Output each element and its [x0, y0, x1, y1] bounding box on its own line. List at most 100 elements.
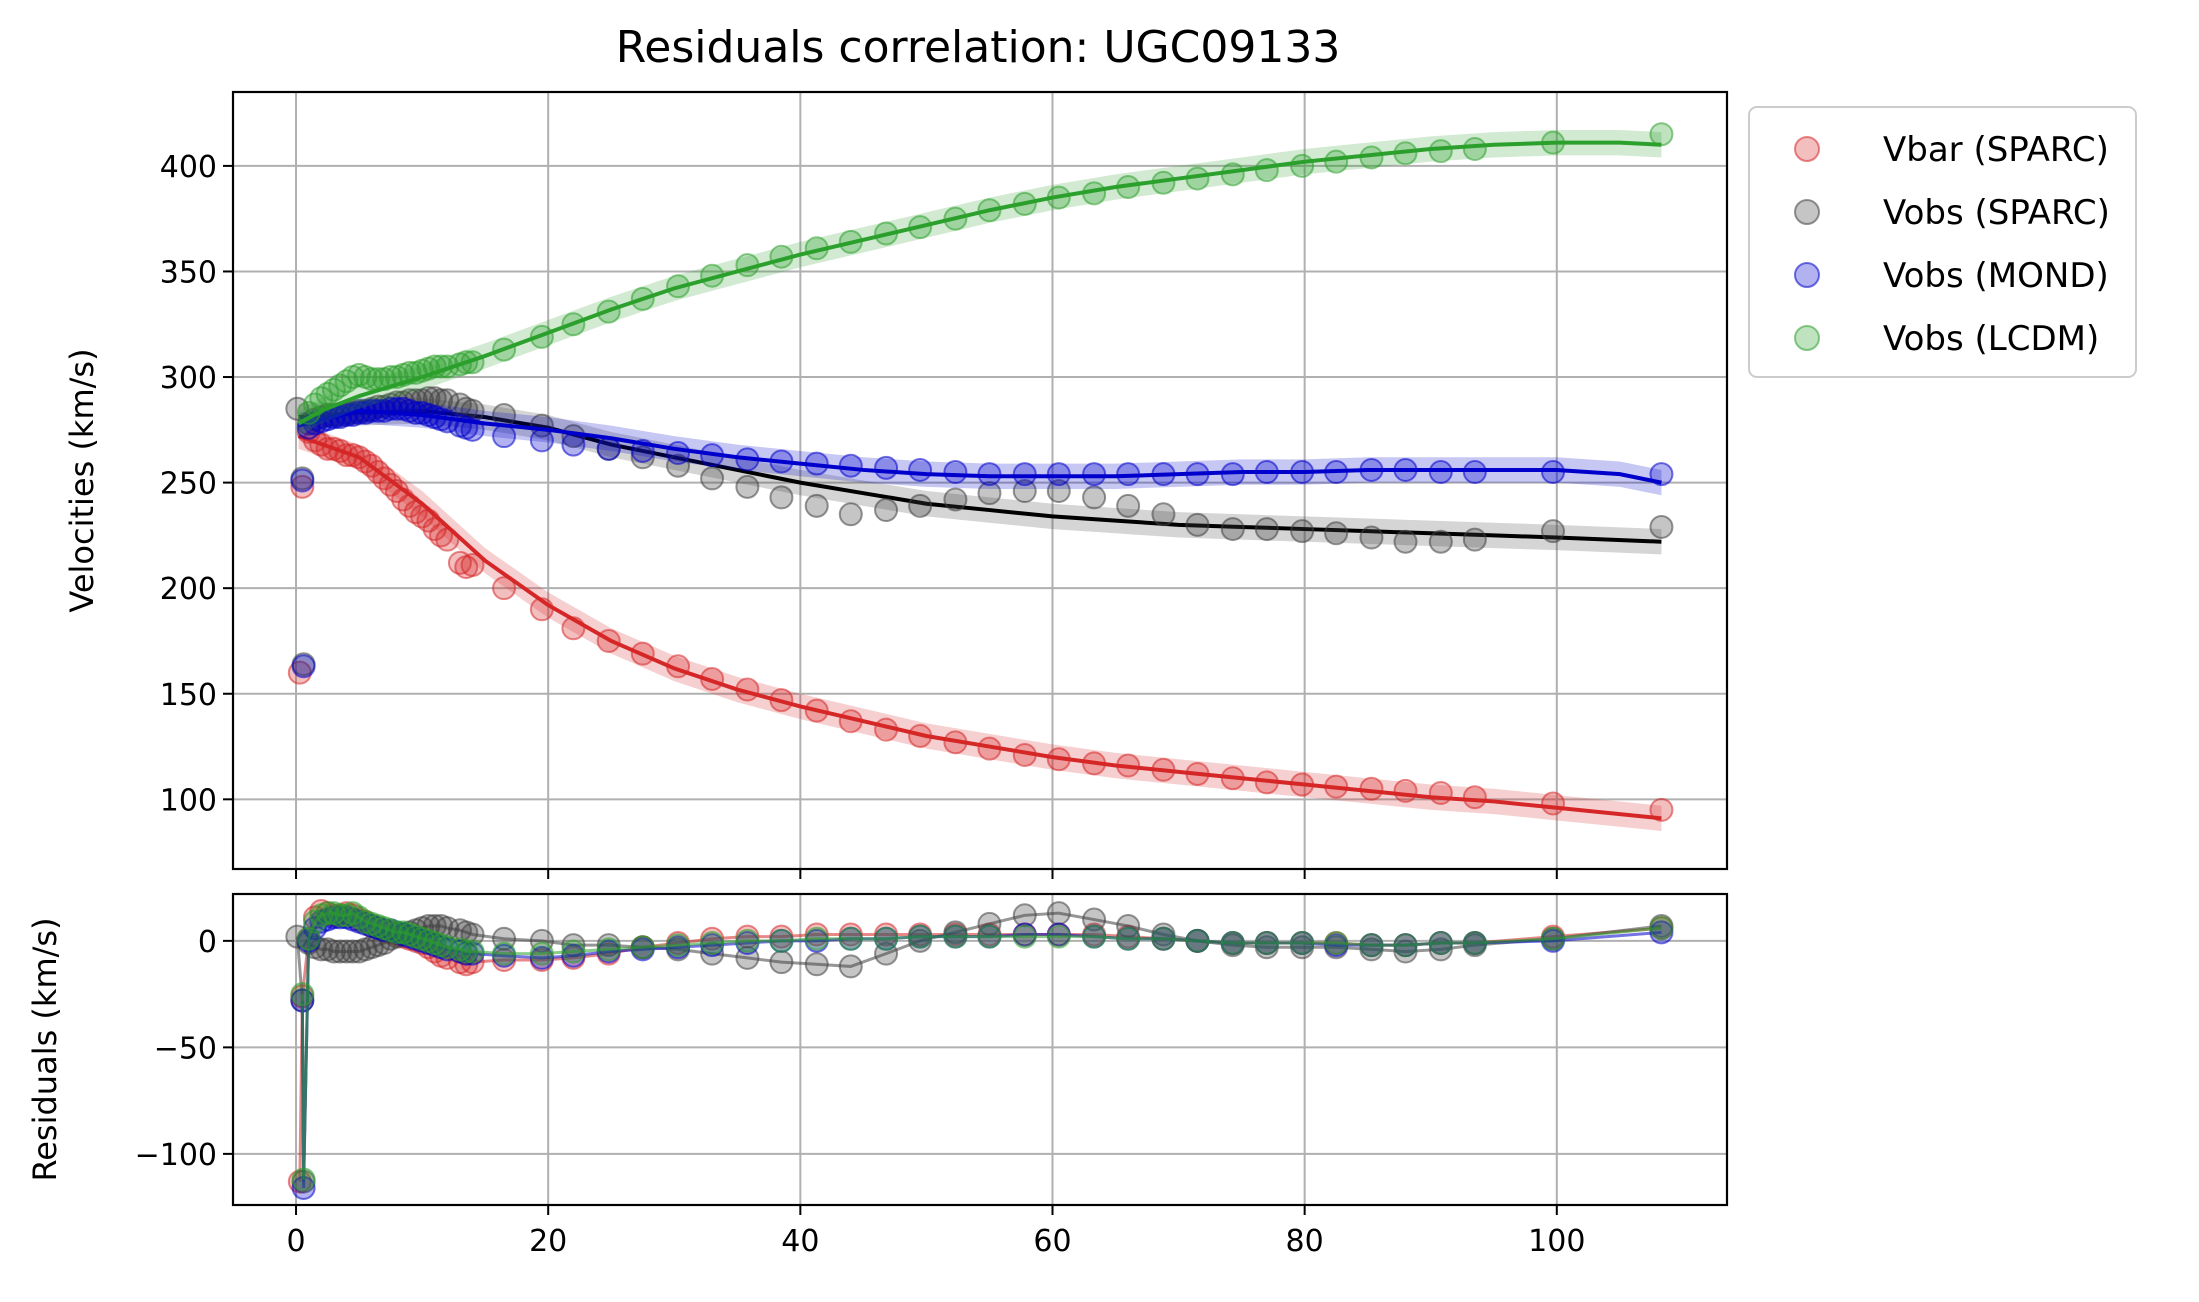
velocities-point-vobs-mond-54: [1393, 457, 1418, 482]
residuals-point-vobs-sparc-45: [1046, 901, 1071, 926]
velocities-point-vobs-mond-46: [1116, 462, 1141, 487]
velocities-point-vbar-sparc-29: [529, 597, 554, 622]
residuals-point-vobs-lcdm-49: [1220, 930, 1245, 955]
legend-marker-vobs-mond: [1794, 262, 1820, 288]
velocities-band-vbar-sparc: [298, 423, 1662, 831]
velocities-point-vbar-sparc-36: [769, 688, 794, 713]
velocities-point-vobs-mond-29: [529, 428, 554, 453]
velocities-point-vobs-mond-48: [1185, 462, 1210, 487]
velocities-point-vobs-lcdm-42: [1046, 185, 1071, 210]
residuals-point-vobs-lcdm-28: [492, 941, 517, 966]
velocities-ytick-label-250: 250: [160, 467, 217, 502]
velocities-point-vobs-lcdm-32: [700, 263, 725, 288]
velocities-point-vobs-mond-42: [977, 462, 1002, 487]
velocities-point-vobs-lcdm-35: [804, 236, 829, 261]
velocities-point-vbar-sparc-52: [1324, 774, 1349, 799]
velocities-point-vobs-mond-31: [596, 436, 621, 461]
residuals-point-vobs-lcdm-40: [908, 924, 933, 949]
residuals-point-vobs-sparc-9: [334, 939, 359, 964]
velocities-fit-line-vobs-lcdm: [297, 140, 1662, 426]
chart-title: Residuals correlation: UGC09133: [616, 22, 1341, 73]
velocities-point-vbar-sparc-46: [1116, 753, 1141, 778]
residuals-xtick-label-20: 20: [529, 1224, 567, 1259]
velocities-point-vobs-mond-35: [735, 447, 760, 472]
velocities-point-vbar-sparc-41: [943, 730, 968, 755]
velocities-point-vobs-lcdm-45: [1151, 170, 1176, 195]
velocities-point-vbar-sparc-43: [1012, 742, 1037, 767]
velocities-point-vobs-mond-12: [359, 398, 384, 423]
velocities-ylabel: Velocities (km/s): [63, 348, 101, 612]
velocities-point-vbar-sparc-37: [804, 698, 829, 723]
velocities-point-vobs-lcdm-53: [1428, 139, 1453, 164]
residuals-point-vobs-lcdm-43: [1012, 924, 1037, 949]
velocities-point-vobs-lcdm-38: [908, 215, 933, 240]
velocities-point-vobs-lcdm-41: [1012, 191, 1037, 216]
velocities-point-vbar-sparc-34: [700, 666, 725, 691]
velocities-point-vobs-mond-33: [666, 441, 691, 466]
velocities-point-vobs-sparc-46: [1082, 485, 1107, 510]
residuals-point-vobs-lcdm-27: [460, 939, 485, 964]
velocities-point-vobs-mond-1: [291, 654, 316, 679]
residuals-point-vobs-lcdm-30: [561, 939, 586, 964]
velocities-point-vobs-sparc-58: [1541, 519, 1566, 544]
velocities-point-vobs-lcdm-34: [769, 244, 794, 269]
residuals-point-vobs-lcdm-1: [291, 1167, 316, 1192]
velocities-point-vobs-mond-0: [290, 468, 315, 493]
residuals-point-vobs-sparc-47: [1116, 913, 1141, 938]
velocities-point-vobs-mond-56: [1462, 460, 1487, 485]
velocities-point-vobs-mond-44: [1046, 462, 1071, 487]
residuals-point-vobs-lcdm-48: [1185, 928, 1210, 953]
velocities-point-vobs-sparc-40: [874, 498, 899, 523]
velocities-point-vbar-sparc-48: [1185, 761, 1210, 786]
velocities-point-vobs-lcdm-33: [735, 253, 760, 278]
residuals-xtick-label-80: 80: [1286, 1224, 1324, 1259]
velocities-point-vobs-mond-41: [943, 460, 968, 485]
velocities-ytick-label-400: 400: [160, 150, 217, 185]
velocities-point-vobs-mond-53: [1359, 457, 1384, 482]
velocities-point-vbar-sparc-49: [1220, 766, 1245, 791]
velocities-point-vobs-lcdm-28: [561, 312, 586, 337]
velocities-point-vobs-sparc-37: [769, 485, 794, 510]
residuals-plot: 0 20 40 60 80 100 −100 −50 0 Residuals (km/s): [26, 892, 1729, 1259]
residuals-point-vobs-lcdm-51: [1290, 930, 1315, 955]
velocities-point-vobs-lcdm-20: [422, 354, 447, 379]
velocities-point-vobs-sparc-53: [1324, 521, 1349, 546]
velocities-point-vobs-lcdm-56: [1649, 122, 1674, 147]
velocities-point-vbar-sparc-44: [1046, 747, 1071, 772]
residuals-point-vobs-lcdm-47: [1151, 926, 1176, 951]
velocities-point-vbar-sparc-32: [630, 641, 655, 666]
velocities-point-vobs-lcdm-47: [1220, 162, 1245, 187]
residuals-point-vobs-sparc-39: [838, 954, 863, 979]
residuals-point-vobs-sparc-38: [804, 952, 829, 977]
velocities-point-vobs-mond-34: [700, 443, 725, 468]
residuals-xtick-label-40: 40: [781, 1224, 819, 1259]
residuals-data-area: [285, 899, 1674, 1200]
residuals-xtick-label-0: 0: [286, 1224, 305, 1259]
velocities-point-vobs-sparc-56: [1428, 529, 1453, 554]
velocities-point-vobs-lcdm-55: [1541, 130, 1566, 155]
velocities-point-vbar-sparc-47: [1151, 757, 1176, 782]
velocities-point-vobs-mond-47: [1151, 462, 1176, 487]
velocities-point-vbar-sparc-53: [1359, 776, 1384, 801]
velocities-point-vobs-sparc-35: [700, 466, 725, 491]
velocities-point-vobs-sparc-48: [1151, 502, 1176, 527]
residuals-point-vobs-sparc-30: [529, 928, 554, 953]
legend-marker-vobs-sparc: [1794, 199, 1820, 225]
velocities-point-vbar-sparc-57: [1541, 791, 1566, 816]
legend-frame: [1748, 106, 2137, 378]
velocities-point-vobs-lcdm-52: [1393, 141, 1418, 166]
residuals-axes-frame: [231, 892, 1729, 1207]
residuals-point-vobs-lcdm-54: [1393, 933, 1418, 958]
residuals-point-vobs-sparc-8: [328, 939, 353, 964]
velocities-point-vobs-sparc-39: [838, 502, 863, 527]
residuals-point-vobs-sparc-43: [977, 911, 1002, 936]
residuals-xtick-label-60: 60: [1033, 1224, 1071, 1259]
residuals-point-vobs-lcdm-39: [874, 926, 899, 951]
velocities-point-vobs-mond-27: [460, 417, 485, 442]
velocities-point-vbar-sparc-27: [460, 552, 485, 577]
residuals-point-vobs-lcdm-53: [1359, 933, 1384, 958]
velocities-point-vbar-sparc-55: [1428, 780, 1453, 805]
velocities-point-vobs-mond-43: [1012, 462, 1037, 487]
velocities-point-vobs-lcdm-39: [943, 206, 968, 231]
